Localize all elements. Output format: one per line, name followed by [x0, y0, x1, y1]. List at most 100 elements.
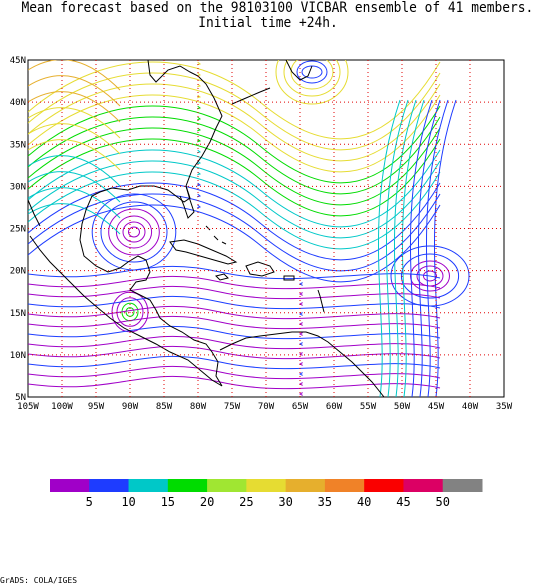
streamline	[28, 193, 441, 272]
streamlines	[28, 60, 470, 397]
streamline	[28, 72, 441, 151]
streamline-loop	[296, 60, 328, 84]
lat-label: 5N	[15, 393, 26, 403]
streamline	[377, 99, 401, 397]
streamline-loop	[100, 201, 168, 263]
lon-label: 65W	[292, 402, 309, 412]
streamline-loop	[122, 221, 146, 243]
streamline	[401, 99, 425, 397]
streamline	[28, 204, 441, 283]
streamline	[28, 75, 121, 107]
colorbar-segment	[246, 479, 287, 492]
streamline	[28, 285, 441, 300]
streamline-arrow	[298, 312, 303, 316]
streamline	[28, 345, 441, 360]
lon-label: 100W	[51, 402, 73, 412]
colorbar-segment	[128, 479, 169, 492]
colorbar-label: 15	[161, 495, 175, 509]
colorbar-segment	[207, 479, 247, 492]
streamline-arrow	[196, 182, 202, 187]
colorbar-label: 50	[436, 495, 450, 509]
streamline	[28, 315, 441, 330]
longitude-labels: 105W 100W 95W 90W 85W 80W 75W 70W 65W 60W 55W 50W 45…	[17, 402, 513, 412]
streamline-loop	[290, 60, 334, 90]
streamline-arrow	[298, 332, 303, 336]
lon-label: 90W	[122, 402, 139, 412]
lon-label: 105W	[17, 402, 39, 412]
streamline	[28, 123, 121, 155]
streamline-arrow	[298, 392, 303, 396]
lon-label: 85W	[156, 402, 173, 412]
streamline	[385, 99, 409, 397]
colorbar-labels: 5 10 15 20 25 30 35 40 45 50	[86, 495, 450, 509]
colorbar-segment	[50, 479, 90, 492]
streamline-arrow	[196, 94, 202, 99]
streamline	[28, 335, 441, 350]
streamline-arrow	[298, 352, 303, 356]
streamline	[28, 60, 121, 91]
streamline	[425, 99, 449, 397]
lon-label: 60W	[326, 402, 343, 412]
lon-label: 80W	[190, 402, 207, 412]
lon-label: 35W	[496, 402, 513, 412]
streamline-arrow	[196, 204, 202, 209]
lon-label: 40W	[462, 402, 479, 412]
streamline	[28, 138, 441, 217]
streamline	[28, 355, 441, 370]
lat-label: 45N	[10, 56, 26, 66]
lon-label: 50W	[394, 402, 411, 412]
lon-label: 55W	[360, 402, 377, 412]
colorbar-label: 5	[86, 495, 93, 509]
colorbar-label: 20	[200, 495, 214, 509]
grads-credit: GrADS: COLA/IGES	[0, 576, 78, 585]
streamline	[28, 365, 441, 380]
streamline	[409, 99, 433, 397]
streamline	[28, 107, 121, 139]
colorbar-segment	[285, 479, 326, 492]
streamline	[433, 99, 457, 397]
colorbar-segment	[442, 479, 483, 492]
streamline	[28, 171, 441, 250]
lon-label: 45W	[428, 402, 445, 412]
streamline	[28, 127, 441, 206]
streamline	[28, 139, 121, 171]
map-title-line-2: Initial time +24h.	[198, 15, 338, 31]
colorbar-label: 10	[121, 495, 135, 509]
colorbar-label: 35	[318, 495, 332, 509]
streamline	[28, 275, 441, 290]
streamline-loop	[275, 60, 349, 105]
lon-label: 95W	[88, 402, 105, 412]
streamline-loop	[115, 215, 153, 249]
map-title-line-1: Mean forecast based on the 98103100 VICB…	[21, 0, 534, 16]
lat-label: 25N	[10, 225, 26, 235]
streamline-arrow	[196, 138, 202, 143]
lat-label: 35N	[10, 140, 26, 150]
streamline	[28, 171, 121, 203]
streamline	[393, 99, 417, 397]
lat-label: 15N	[10, 309, 26, 319]
streamline	[28, 94, 441, 173]
lat-label: 10N	[10, 351, 26, 361]
streamline-loop	[400, 253, 460, 299]
wind-speed-colorbar	[50, 479, 483, 492]
streamline-loop	[108, 208, 160, 256]
streamline	[28, 105, 441, 184]
streamline	[28, 155, 121, 187]
streamline	[417, 99, 441, 397]
colorbar-segment	[364, 479, 404, 492]
streamline-loop	[283, 60, 341, 97]
streamline-arrow	[196, 116, 202, 121]
colorbar-label: 25	[239, 495, 253, 509]
streamline	[28, 187, 121, 219]
lat-label: 30N	[10, 182, 26, 192]
streamline-loop	[410, 260, 450, 292]
lat-label: 20N	[10, 267, 26, 277]
lon-label: 70W	[258, 402, 275, 412]
latitude-labels: 45N 40N 35N 30N 25N 20N 15N 10N 5N	[10, 56, 26, 403]
lat-label: 40N	[10, 98, 26, 108]
streamline-arrow	[298, 292, 303, 296]
streamline-loop	[128, 226, 140, 238]
lon-label: 75W	[224, 402, 241, 412]
colorbar-segment	[89, 479, 130, 492]
streamline-arrow	[298, 372, 303, 376]
